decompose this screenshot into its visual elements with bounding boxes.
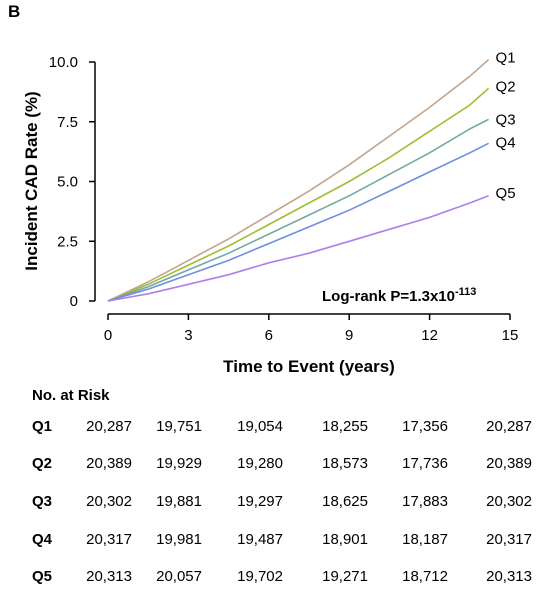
risk-cell: 20,317 [486, 531, 532, 548]
risk-cell: 19,280 [237, 455, 283, 472]
x-axis-title: Time to Event (years) [223, 357, 395, 376]
series-line-q3 [107, 118, 489, 302]
risk-cell: 18,901 [322, 531, 368, 548]
log-rank-text: Log-rank P=1.3x10 [322, 288, 455, 305]
risk-cell: 18,255 [322, 418, 368, 435]
risk-cell: 18,625 [322, 493, 368, 510]
x-tick-label: 6 [265, 327, 273, 344]
risk-cell: 19,751 [156, 418, 202, 435]
risk-cell: 17,736 [402, 455, 448, 472]
risk-row-label: Q5 [32, 568, 53, 585]
series-label-q3: Q3 [496, 111, 516, 128]
risk-cell: 18,187 [402, 531, 448, 548]
risk-row-q5: Q5 20,313 20,057 19,702 19,271 18,712 20,313 [0, 568, 550, 588]
risk-row-q4: Q4 20,317 19,981 19,487 18,901 18,187 20,317 [0, 531, 550, 551]
y-tick-label: 2.5 [57, 233, 78, 250]
risk-row-q3: Q3 20,302 19,881 19,297 18,625 17,883 20,302 [0, 493, 550, 513]
risk-row-label: Q4 [32, 531, 53, 548]
y-tick-label: 10.0 [49, 54, 78, 71]
risk-cell: 19,297 [237, 493, 283, 510]
risk-cell: 17,883 [402, 493, 448, 510]
risk-cell: 19,881 [156, 493, 202, 510]
log-rank-annotation: Log-rank P=1.3x10-113 [322, 286, 476, 305]
series-line-q2 [107, 87, 490, 302]
series-label-q2: Q2 [496, 78, 516, 95]
series-line-q5 [107, 195, 489, 302]
series-label-q5: Q5 [496, 185, 516, 202]
log-rank-exponent: -113 [455, 286, 476, 298]
risk-row-label: Q1 [32, 418, 53, 435]
x-tick-label: 3 [184, 327, 192, 344]
y-tick-label: 0 [70, 293, 78, 310]
axes: 0 2.5 5.0 7.5 10.0 0 3 6 9 12 15 [49, 54, 519, 344]
risk-cell: 18,573 [322, 455, 368, 472]
risk-cell: 19,929 [156, 455, 202, 472]
risk-cell: 20,057 [156, 568, 202, 585]
x-tick-label: 12 [421, 327, 438, 344]
series-label-q1: Q1 [496, 50, 516, 67]
x-tick-label: 0 [104, 327, 112, 344]
risk-cell: 20,302 [86, 493, 132, 510]
panel-label: B [8, 2, 21, 21]
risk-cell: 19,271 [322, 568, 368, 585]
risk-table-title: No. at Risk [32, 387, 110, 404]
risk-cell: 19,702 [237, 568, 283, 585]
risk-row-label: Q3 [32, 493, 53, 510]
series-line-q4 [107, 142, 489, 302]
risk-row-q1: Q1 20,287 19,751 19,054 18,255 17,356 20,287 [0, 418, 550, 438]
risk-cell: 20,313 [86, 568, 132, 585]
risk-cell: 20,287 [86, 418, 132, 435]
risk-cell: 19,487 [237, 531, 283, 548]
risk-cell: 17,356 [402, 418, 448, 435]
x-tick-label: 15 [502, 327, 519, 344]
y-axis-title: Incident CAD Rate (%) [22, 91, 41, 270]
series-lines: Q1 Q2 Q3 Q4 Q5 [107, 50, 516, 302]
series-line-q1 [107, 59, 490, 302]
risk-cell: 18,712 [402, 568, 448, 585]
risk-cell: 20,389 [86, 455, 132, 472]
risk-row-label: Q2 [32, 455, 53, 472]
y-tick-label: 7.5 [57, 114, 78, 131]
risk-cell: 20,287 [486, 418, 532, 435]
x-tick-label: 9 [345, 327, 353, 344]
risk-cell: 20,313 [486, 568, 532, 585]
risk-cell: 20,317 [86, 531, 132, 548]
y-tick-label: 5.0 [57, 174, 78, 191]
series-label-q4: Q4 [496, 134, 516, 151]
risk-row-q2: Q2 20,389 19,929 19,280 18,573 17,736 20,389 [0, 455, 550, 475]
risk-cell: 19,981 [156, 531, 202, 548]
km-chart: Q1 Q2 Q3 Q4 Q5 0 2.5 5.0 7.5 10.0 0 3 6 9 12 15 Incide… [22, 50, 519, 376]
risk-cell: 19,054 [237, 418, 283, 435]
risk-cell: 20,302 [486, 493, 532, 510]
risk-cell: 20,389 [486, 455, 532, 472]
